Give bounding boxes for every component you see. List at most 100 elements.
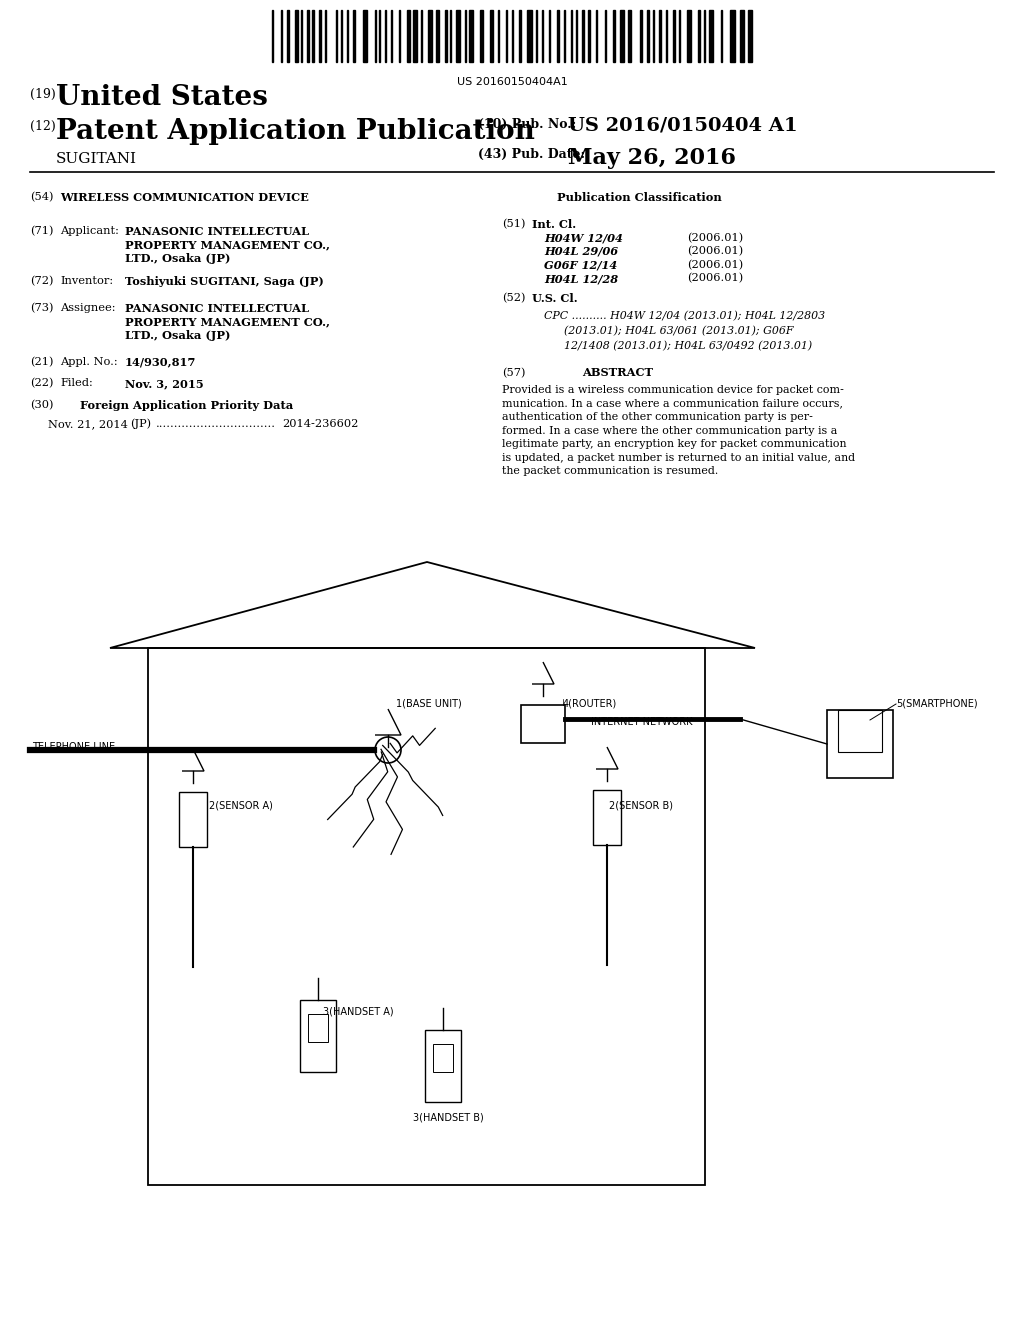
Bar [640, 11, 642, 62]
Text: Applicant:: Applicant: [60, 226, 119, 236]
Bar [687, 11, 691, 62]
Text: LTD., Osaka (JP): LTD., Osaka (JP) [125, 330, 230, 341]
Text: (71): (71) [30, 226, 53, 236]
Text: 5(SMARTPHONE): 5(SMARTPHONE) [896, 698, 978, 708]
Text: (2006.01): (2006.01) [687, 232, 743, 243]
Bar [362, 11, 367, 62]
Bar [588, 11, 590, 62]
Bar [307, 11, 309, 62]
Text: (12): (12) [30, 120, 55, 133]
Text: (52): (52) [502, 293, 525, 304]
Text: 3(HANDSET B): 3(HANDSET B) [413, 1111, 483, 1122]
Text: LTD., Osaka (JP): LTD., Osaka (JP) [125, 252, 230, 264]
Bar [480, 11, 483, 62]
Bar [519, 11, 521, 62]
Text: (2006.01): (2006.01) [687, 260, 743, 269]
Text: (30): (30) [30, 400, 53, 411]
Bar [709, 11, 713, 62]
Text: PANASONIC INTELLECTUAL: PANASONIC INTELLECTUAL [125, 302, 309, 314]
Bar [353, 11, 355, 62]
Text: the packet communication is resumed.: the packet communication is resumed. [502, 466, 718, 477]
Text: 3(HANDSET A): 3(HANDSET A) [323, 1006, 393, 1016]
Text: U.S. Cl.: U.S. Cl. [532, 293, 578, 304]
Text: Patent Application Publication: Patent Application Publication [56, 117, 535, 145]
Bar [698, 11, 700, 62]
Text: CPC .......... H04W 12/04 (2013.01); H04L 12/2803: CPC .......... H04W 12/04 (2013.01); H04… [544, 310, 825, 321]
Text: (43) Pub. Date:: (43) Pub. Date: [478, 148, 585, 161]
Text: (57): (57) [502, 367, 525, 378]
Bar [148, 648, 705, 1185]
Text: 1(BASE UNIT): 1(BASE UNIT) [396, 698, 462, 708]
Text: ABSTRACT: ABSTRACT [582, 367, 653, 379]
Text: Filed:: Filed: [60, 379, 93, 388]
Bar [428, 11, 432, 62]
Text: G06F 12/14: G06F 12/14 [544, 260, 617, 271]
Bar [413, 11, 417, 62]
Text: US 2016/0150404 A1: US 2016/0150404 A1 [568, 116, 798, 135]
Bar [319, 11, 321, 62]
Text: Nov. 21, 2014: Nov. 21, 2014 [48, 418, 128, 429]
Text: H04W 12/04: H04W 12/04 [544, 232, 623, 243]
Text: PANASONIC INTELLECTUAL: PANASONIC INTELLECTUAL [125, 226, 309, 236]
Text: authentication of the other communication party is per-: authentication of the other communicatio… [502, 412, 813, 422]
Bar [295, 11, 298, 62]
Text: (51): (51) [502, 219, 525, 230]
Text: ................................: ................................ [156, 418, 276, 429]
Text: (72): (72) [30, 276, 53, 286]
Bar [838, 710, 882, 752]
Text: PROPERTY MANAGEMENT CO.,: PROPERTY MANAGEMENT CO., [125, 317, 330, 327]
Text: munication. In a case where a communication failure occurs,: munication. In a case where a communicat… [502, 399, 843, 409]
Text: legitimate party, an encryption key for packet communication: legitimate party, an encryption key for … [502, 440, 847, 449]
Text: (10) Pub. No.:: (10) Pub. No.: [478, 117, 577, 131]
Text: Assignee:: Assignee: [60, 302, 116, 313]
Text: 4(ROUTER): 4(ROUTER) [563, 700, 617, 709]
Text: (19): (19) [30, 88, 55, 102]
Bar [490, 11, 493, 62]
Bar [433, 1044, 453, 1072]
Bar [748, 11, 752, 62]
Bar [740, 11, 744, 62]
Text: SUGITANI: SUGITANI [56, 152, 137, 166]
Text: 2(SENSOR B): 2(SENSOR B) [609, 800, 673, 810]
Bar [445, 11, 447, 62]
Text: US 20160150404A1: US 20160150404A1 [457, 77, 567, 87]
Text: Nov. 3, 2015: Nov. 3, 2015 [125, 379, 204, 389]
Text: 2014-236602: 2014-236602 [282, 418, 358, 429]
Bar [179, 792, 207, 847]
Text: (2013.01); H04L 63/061 (2013.01); G06F: (2013.01); H04L 63/061 (2013.01); G06F [564, 326, 794, 337]
Bar [647, 11, 649, 62]
Text: Provided is a wireless communication device for packet com-: Provided is a wireless communication dev… [502, 385, 844, 395]
Bar [827, 710, 893, 777]
Bar [659, 11, 662, 62]
Bar [593, 789, 621, 845]
Text: May 26, 2016: May 26, 2016 [568, 147, 736, 169]
Bar [300, 1001, 336, 1072]
Bar [613, 11, 615, 62]
Bar [469, 11, 473, 62]
Bar [620, 11, 624, 62]
Text: United States: United States [56, 84, 268, 111]
Bar [436, 11, 439, 62]
Bar [582, 11, 584, 62]
Bar [312, 11, 314, 62]
Text: TELEPHONE LINE: TELEPHONE LINE [32, 742, 115, 752]
Text: 14/930,817: 14/930,817 [125, 356, 197, 368]
Text: (21): (21) [30, 356, 53, 367]
Bar [308, 1014, 328, 1041]
Text: H04L 29/06: H04L 29/06 [544, 246, 618, 257]
Bar [730, 11, 735, 62]
Bar [425, 1030, 461, 1102]
Bar [628, 11, 631, 62]
Text: Appl. No.:: Appl. No.: [60, 356, 118, 367]
Text: (2006.01): (2006.01) [687, 246, 743, 256]
Text: 2(SENSOR A): 2(SENSOR A) [209, 800, 272, 810]
Bar [673, 11, 675, 62]
Text: (22): (22) [30, 379, 53, 388]
Text: Inventor:: Inventor: [60, 276, 113, 285]
Text: WIRELESS COMMUNICATION DEVICE: WIRELESS COMMUNICATION DEVICE [60, 191, 309, 203]
Bar [407, 11, 410, 62]
Text: PROPERTY MANAGEMENT CO.,: PROPERTY MANAGEMENT CO., [125, 239, 330, 251]
Text: INTERNET NETWORK: INTERNET NETWORK [591, 717, 692, 727]
Text: 12/1408 (2013.01); H04L 63/0492 (2013.01): 12/1408 (2013.01); H04L 63/0492 (2013.01… [564, 341, 812, 351]
Bar [456, 11, 460, 62]
